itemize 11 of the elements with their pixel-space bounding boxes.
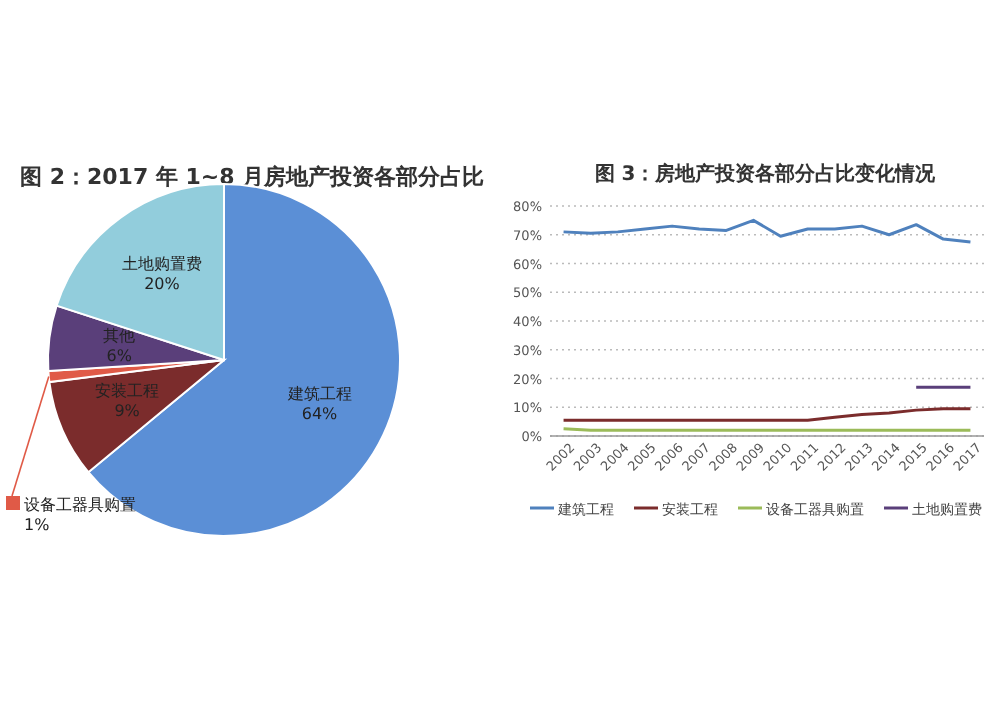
slice-label: 建筑工程	[285, 384, 352, 403]
data-label: 20%	[144, 274, 181, 293]
data-label: 1%	[24, 516, 51, 534]
data-label: 9%	[114, 401, 141, 420]
slice-label: 其他	[103, 326, 136, 345]
slice-label: 安装工程	[95, 381, 160, 400]
line-series	[562, 218, 972, 244]
data-label: 6%	[106, 346, 133, 365]
chart-title: 图 3：房地产投资各部分占比变化情况	[594, 162, 938, 186]
slice-label: 土地购置费	[121, 254, 202, 273]
data-label: 64%	[301, 404, 339, 423]
